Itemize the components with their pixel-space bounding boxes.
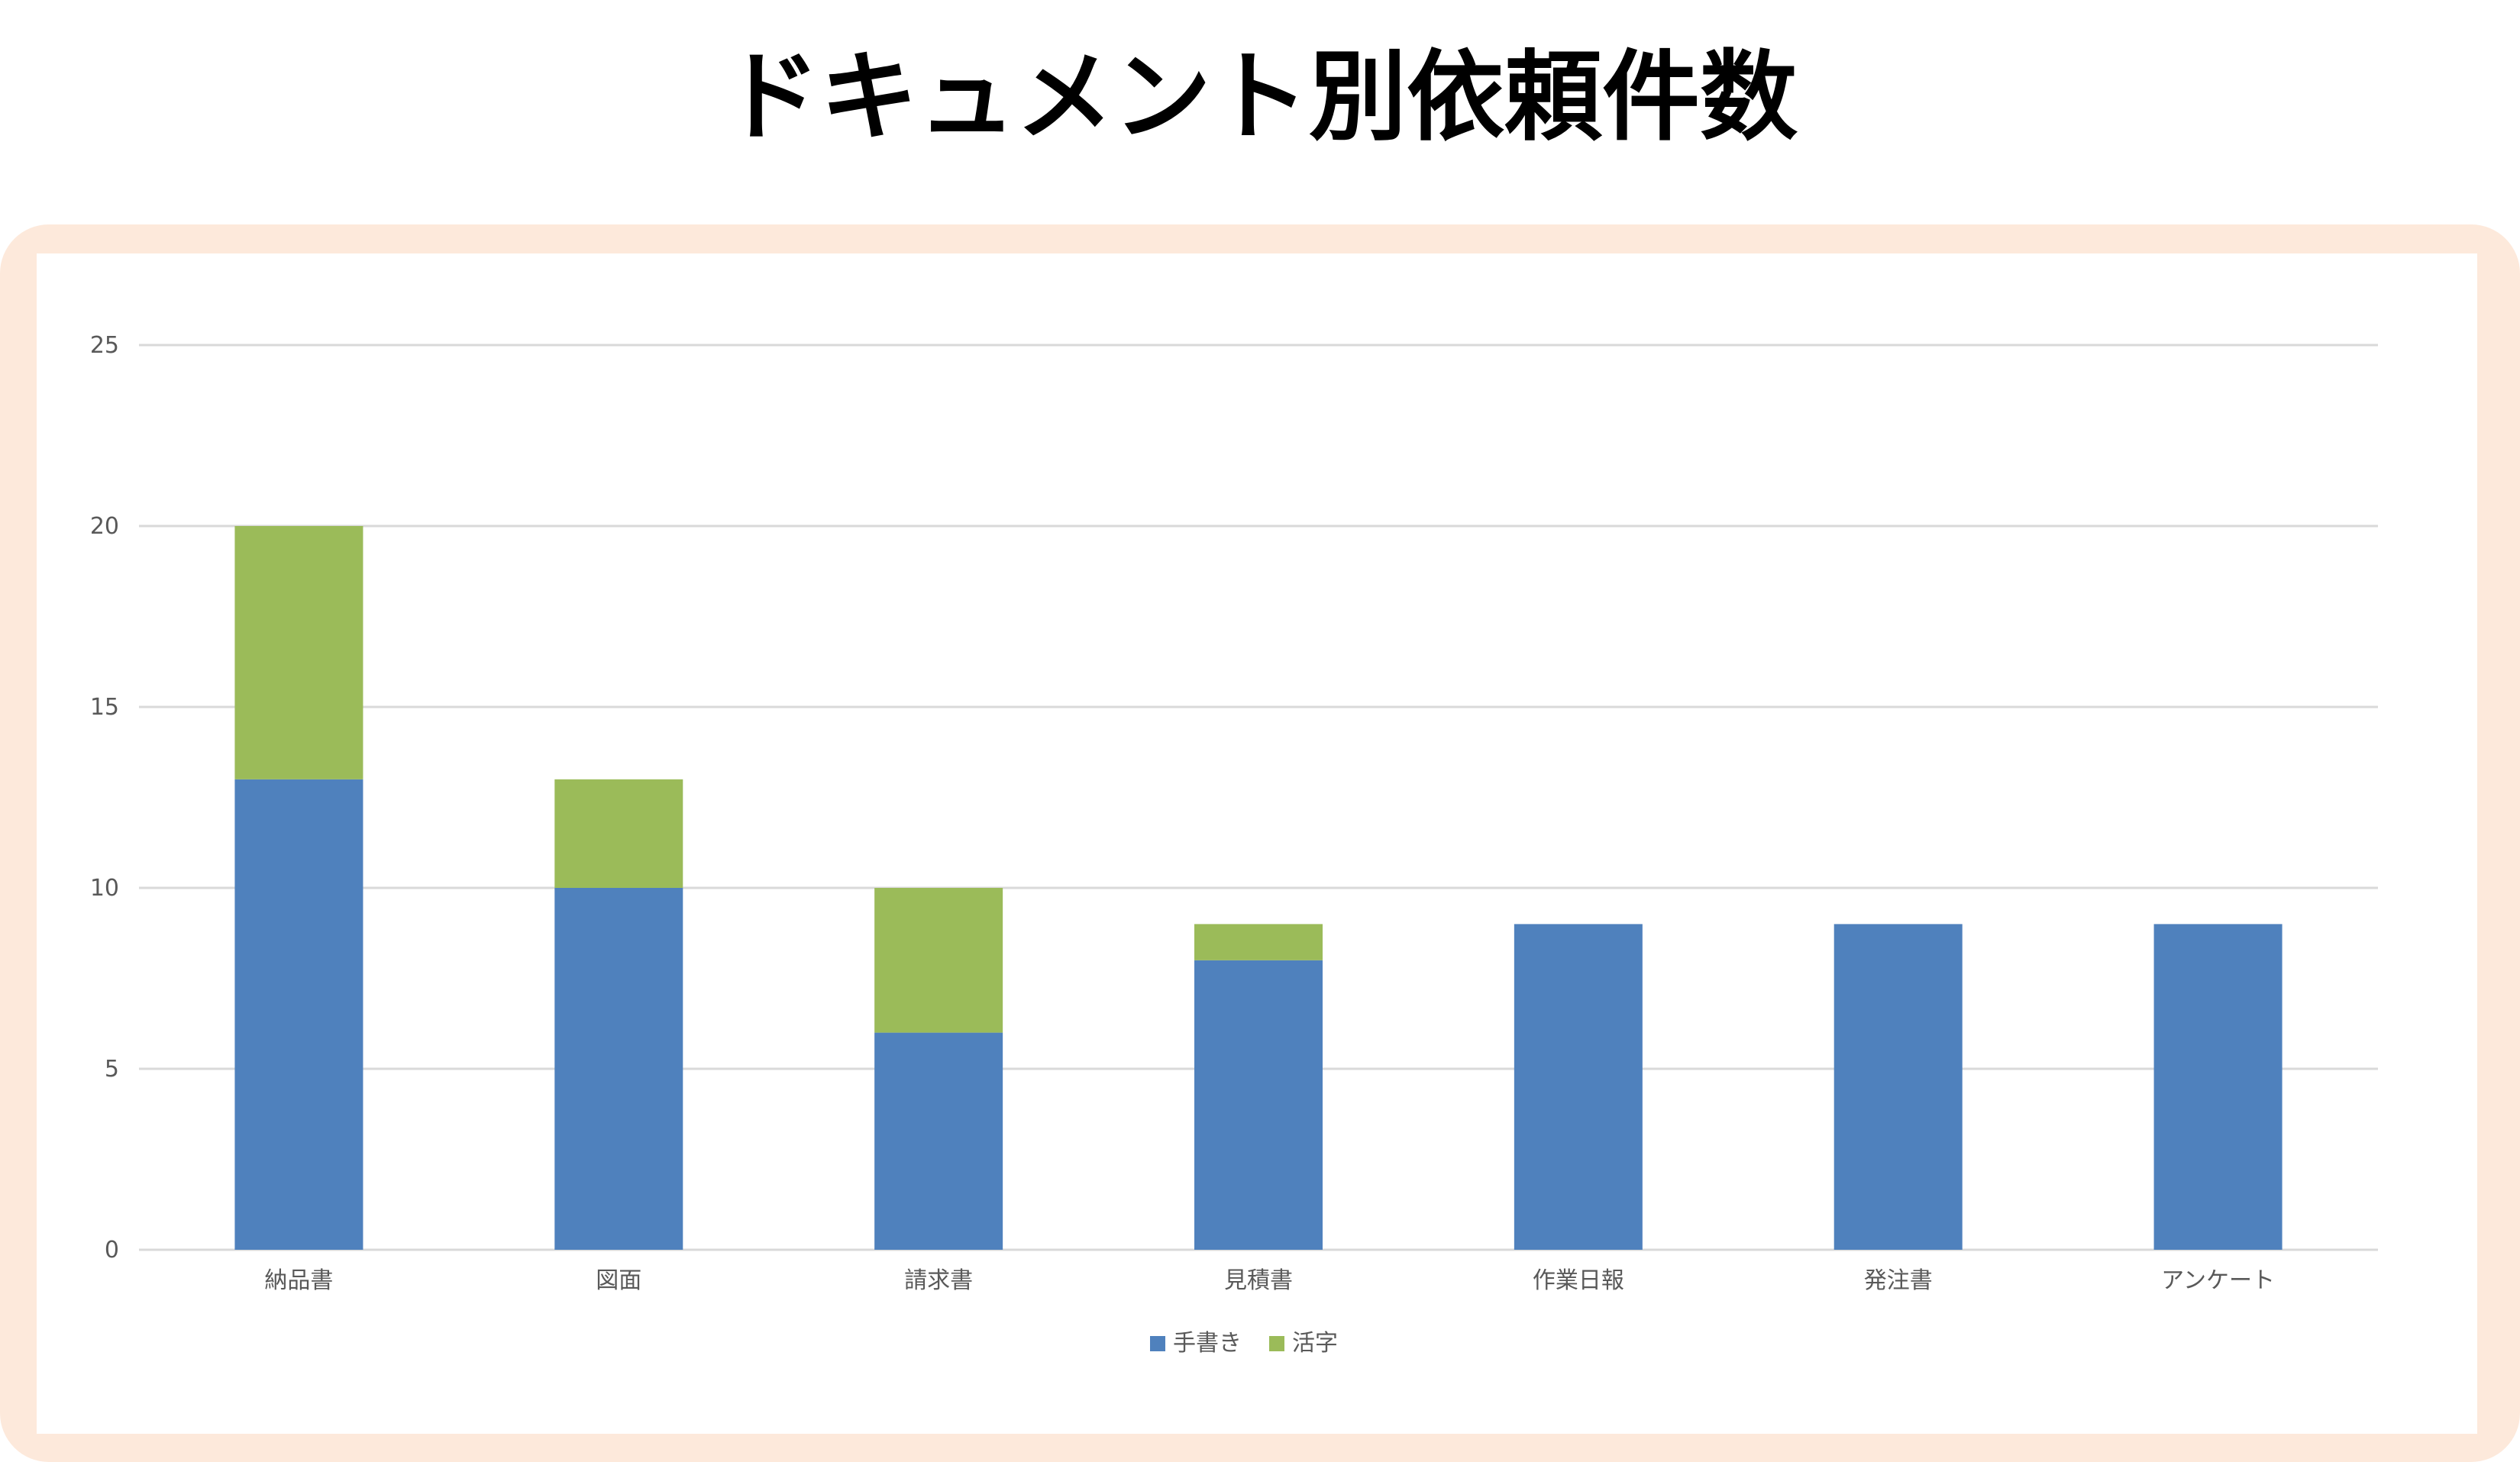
x-tick-label: 発注書 (1864, 1267, 1933, 1294)
bar-handwritten-3 (1194, 960, 1323, 1250)
gridlines (139, 344, 2378, 1251)
bar-handwritten-1 (554, 888, 683, 1250)
bar-handwritten-0 (234, 779, 363, 1250)
legend-item-handwritten[interactable]: 手書き (1150, 1330, 1242, 1357)
bar-printed-2 (874, 888, 1003, 1033)
y-tick-label: 0 (105, 1237, 119, 1264)
x-tick-label: 作業日報 (1533, 1267, 1624, 1294)
bar-handwritten-2 (874, 1032, 1003, 1250)
legend-label: 手書き (1173, 1330, 1242, 1357)
y-tick-label: 15 (90, 694, 119, 721)
bar-printed-3 (1194, 924, 1323, 960)
y-tick-label: 10 (90, 875, 119, 902)
y-tick-label: 5 (105, 1056, 119, 1083)
x-tick-label: 納品書 (264, 1267, 333, 1294)
legend-swatch (1269, 1336, 1284, 1351)
bars (234, 526, 2283, 1250)
legend-label: 活字 (1292, 1330, 1338, 1357)
legend[interactable]: 手書き 活字 (1150, 1330, 1338, 1357)
bar-printed-1 (554, 779, 683, 888)
y-tick-label: 20 (90, 513, 119, 540)
page-title: ドキュメント別依頼件数 (722, 40, 1798, 154)
bar-handwritten-4 (1514, 924, 1643, 1250)
x-tick-label: 請求書 (904, 1267, 973, 1294)
chart-frame: 0 5 10 15 20 25 納品書 図面 請求書 見積書 作業日報 発注書 アンケート 手書き 活字 (0, 224, 2520, 1462)
chart-panel: 0 5 10 15 20 25 納品書 図面 請求書 見積書 作業日報 発注書 アンケート 手書き 活字 (37, 253, 2477, 1434)
legend-swatch (1150, 1336, 1165, 1351)
x-tick-label: 見積書 (1224, 1267, 1293, 1294)
bar-handwritten-6 (2153, 924, 2283, 1250)
bar-handwritten-5 (1833, 924, 1963, 1250)
x-axis-ticks: 納品書 図面 請求書 見積書 作業日報 発注書 アンケート (264, 1267, 2275, 1294)
stacked-bar-chart: 0 5 10 15 20 25 納品書 図面 請求書 見積書 作業日報 発注書 アンケート 手書き 活字 (90, 332, 2378, 1357)
y-axis-ticks: 0 5 10 15 20 25 (90, 332, 119, 1264)
legend-item-printed[interactable]: 活字 (1269, 1330, 1338, 1357)
x-tick-label: 図面 (596, 1267, 641, 1294)
y-tick-label: 25 (90, 332, 119, 359)
x-tick-label: アンケート (2161, 1267, 2275, 1294)
bar-printed-0 (234, 526, 363, 779)
